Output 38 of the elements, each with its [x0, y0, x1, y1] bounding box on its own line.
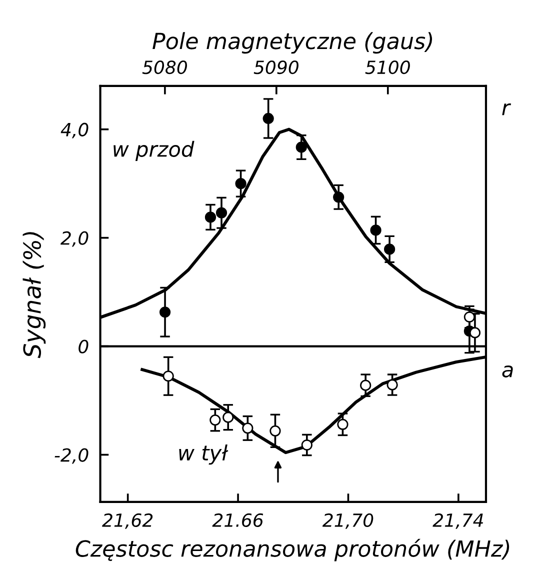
- x-axis-title: Częstosc rezonansowa protonów (MHz): [76, 538, 510, 562]
- point: [296, 142, 307, 153]
- point: [464, 311, 476, 323]
- x2-tick-label: 5080: [142, 60, 188, 74]
- text: r: [502, 103, 512, 116]
- x2-tick-label: 5090: [254, 60, 298, 74]
- point: [333, 192, 344, 203]
- point: [384, 244, 396, 255]
- y-axis-title: Sygnał (%): [22, 232, 46, 358]
- x-tick-label: 21,74: [432, 513, 483, 529]
- y-tick-label: 2,0: [60, 231, 88, 247]
- point: [242, 422, 254, 434]
- point: [337, 418, 348, 430]
- point: [162, 370, 174, 382]
- point: [262, 112, 274, 124]
- point: [235, 178, 246, 190]
- point: [370, 224, 382, 236]
- y-tick-label: -2,0: [54, 448, 88, 464]
- x2-axis-title: Pole magnetyczne (gaus): [152, 32, 432, 54]
- annotation: w tył: [179, 444, 228, 465]
- point: [159, 306, 171, 318]
- point: [360, 380, 372, 391]
- text: a: [502, 365, 513, 378]
- x-tick-label: 21.66: [212, 513, 264, 528]
- point: [301, 439, 312, 451]
- annotation: w przod: [114, 140, 194, 161]
- x2-tick-label: 5100: [365, 60, 410, 74]
- point: [469, 327, 481, 338]
- point: [222, 412, 234, 423]
- point: [210, 414, 221, 426]
- x-tick-label: 21,70: [322, 513, 374, 529]
- point: [386, 379, 398, 390]
- y-tick-label: 0: [78, 340, 88, 354]
- point: [270, 425, 281, 436]
- y-tick-label: 4,0: [60, 122, 88, 138]
- point: [216, 207, 228, 218]
- x-tick-label: 21,62: [102, 513, 153, 529]
- point: [204, 212, 216, 223]
